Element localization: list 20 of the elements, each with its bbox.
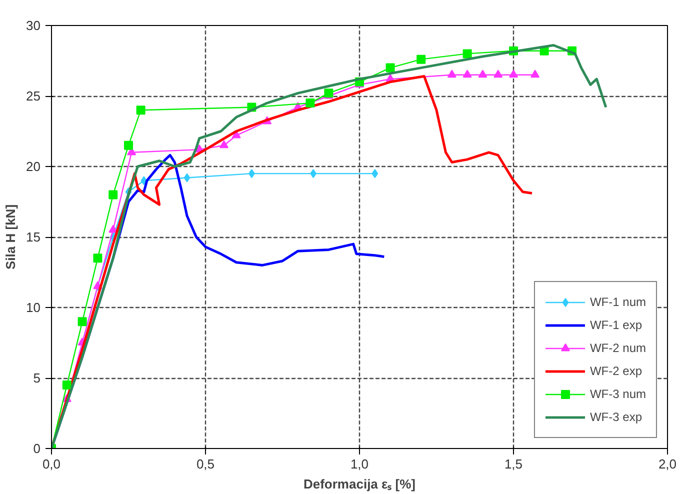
legend-label: WF-3 num — [590, 387, 646, 401]
y-tick-label: 5 — [33, 370, 41, 386]
y-tick-label: 10 — [26, 300, 41, 315]
legend-label: WF-2 exp — [590, 364, 642, 378]
y-tick-label: 25 — [26, 88, 41, 104]
x-tick-label: 0,5 — [196, 456, 215, 472]
y-axis-title: Sila H [kN] — [3, 204, 18, 270]
x-axis-title: Deformacija εₛ [%] — [303, 476, 416, 492]
x-tick-label: 2,0 — [658, 456, 677, 472]
x-tick-label: 1,0 — [350, 456, 369, 472]
legend-label: WF-1 num — [590, 295, 646, 309]
y-tick-label: 15 — [26, 230, 41, 244]
x-tick-label: 0,0 — [42, 456, 61, 472]
legend-label: WF-3 exp — [590, 410, 642, 424]
legend-label: WF-1 exp — [590, 318, 642, 332]
x-tick-label: 1,5 — [504, 456, 523, 472]
y-tick-label: 0 — [33, 441, 41, 456]
legend-label: WF-2 num — [590, 341, 646, 355]
y-tick-label: 20 — [26, 159, 41, 174]
y-tick-label: 30 — [26, 18, 41, 33]
